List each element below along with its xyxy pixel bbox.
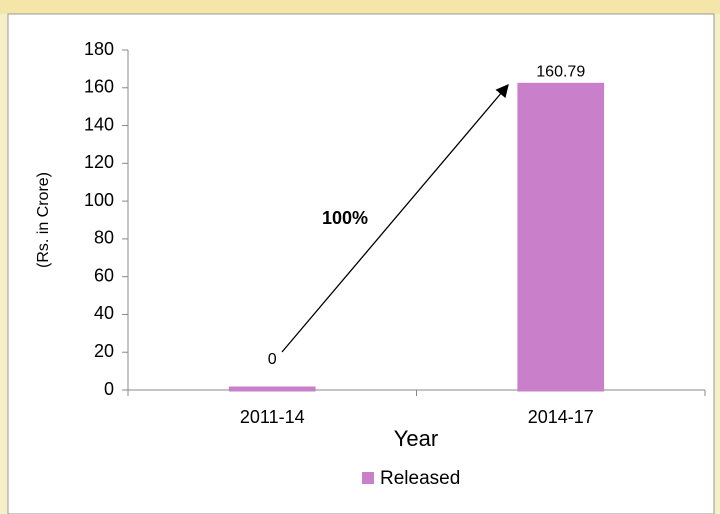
annotation: 100% (322, 208, 368, 228)
y-tick-label: 100 (84, 190, 114, 210)
y-tick-label: 80 (94, 228, 114, 248)
x-tick-label: 2014-17 (528, 407, 594, 427)
y-tick-label: 60 (94, 265, 114, 285)
y-tick-label: 180 (84, 39, 114, 59)
value-label: 160.79 (536, 64, 585, 81)
bar (519, 84, 603, 390)
y-tick-label: 160 (84, 77, 114, 97)
x-axis-label: Year (394, 426, 438, 451)
y-tick-label: 120 (84, 152, 114, 172)
x-tick-label: 2011-14 (240, 407, 305, 427)
legend-swatch (362, 472, 374, 484)
value-label: 0 (268, 351, 277, 368)
top-band (0, 0, 720, 14)
legend-label: Released (380, 468, 460, 489)
chart: (Rs. in Crore) Year 100% Released 0 20 40 6… (0, 0, 720, 514)
y-tick-label: 0 (104, 379, 114, 399)
y-tick-label: 20 (94, 341, 114, 361)
y-tick-label: 140 (84, 114, 114, 134)
y-tick-label: 40 (94, 303, 114, 323)
y-axis-label: (Rs. in Crore) (35, 172, 52, 268)
bar (230, 388, 314, 390)
